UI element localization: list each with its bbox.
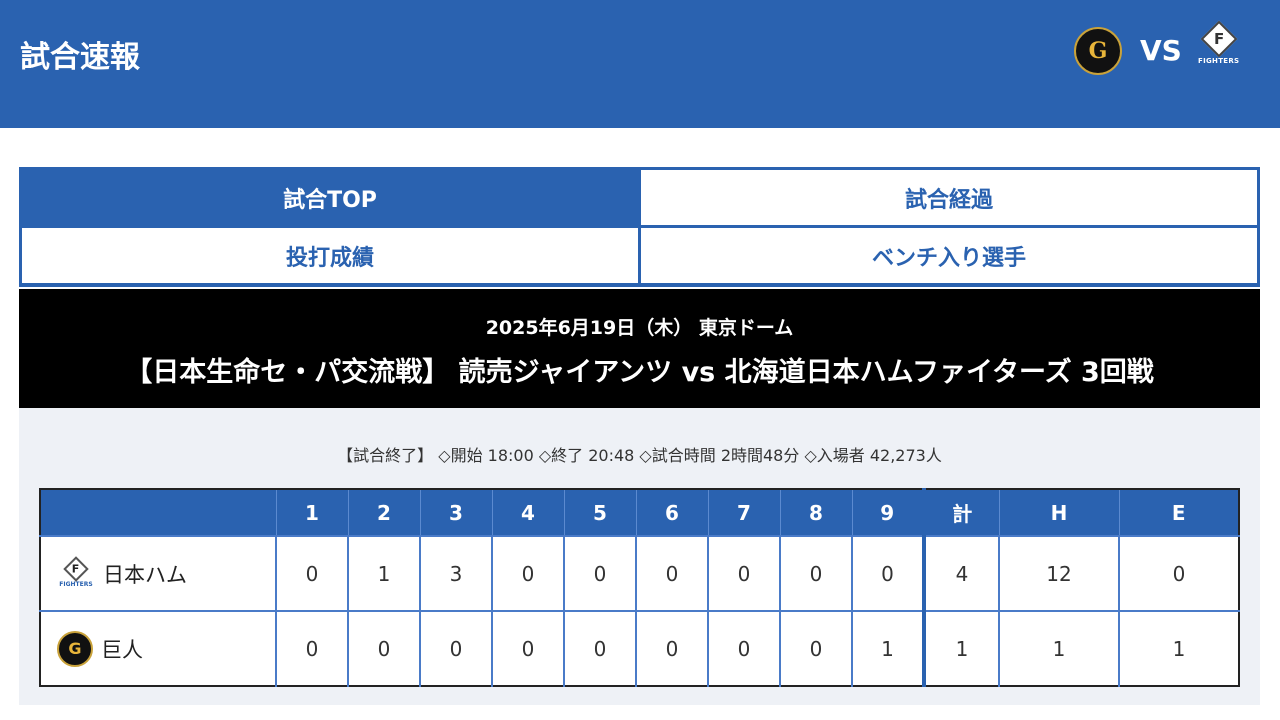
tab-batting-pitching-stats[interactable]: 投打成績	[22, 228, 638, 283]
score-cell: 0	[779, 610, 852, 686]
tab-game-top[interactable]: 試合TOP	[22, 170, 638, 225]
team-header	[40, 489, 276, 536]
fighters-logo-icon: F FIGHTERS	[1198, 20, 1239, 65]
header-inning-6: 6	[635, 489, 708, 536]
giants-logo-icon: G	[1074, 27, 1122, 75]
table-row: F FIGHTERS 日本ハム 0 1 3 0 0 0 0 0 0 4 12 0	[40, 535, 1239, 611]
header-inning-7: 7	[707, 489, 780, 536]
team-name: 日本ハム	[103, 562, 187, 587]
score-cell: 1	[851, 610, 924, 686]
score-cell: 0	[779, 535, 852, 611]
score-cell: 12	[998, 535, 1119, 611]
score-cell: 0	[707, 535, 780, 611]
header-inning-1: 1	[275, 489, 348, 536]
score-cell: 0	[635, 535, 708, 611]
score-cell: 3	[419, 535, 492, 611]
score-cell: 0	[275, 535, 348, 611]
score-cell: 0	[275, 610, 348, 686]
score-cell: 0	[491, 610, 564, 686]
score-cell: 1	[347, 535, 420, 611]
team-name: 巨人	[101, 637, 143, 662]
table-row: G 巨人 0 0 0 0 0 0 0 0 1 1 1 1	[40, 610, 1239, 686]
score-cell: 0	[419, 610, 492, 686]
game-status: 【試合終了】 ◇開始 18:00 ◇終了 20:48 ◇試合時間 2時間48分 …	[337, 446, 942, 465]
score-cell: 0	[347, 610, 420, 686]
score-cell: 4	[922, 535, 999, 611]
header-inning-8: 8	[779, 489, 852, 536]
team-cell: F FIGHTERS 日本ハム	[40, 535, 276, 611]
score-cell: 0	[491, 535, 564, 611]
game-title: 【日本生命セ・パ交流戦】 読売ジャイアンツ vs 北海道日本ハムファイターズ 3…	[125, 357, 1154, 388]
game-date-venue: 2025年6月19日（木） 東京ドーム	[485, 317, 794, 339]
score-cell: 0	[851, 535, 924, 611]
header-total: 計	[922, 489, 999, 536]
vs-label: VS	[1140, 34, 1182, 67]
score-cell: 0	[707, 610, 780, 686]
score-cell: 1	[998, 610, 1119, 686]
page-title: 試合速報	[20, 40, 140, 75]
header-inning-5: 5	[563, 489, 636, 536]
team-cell: G 巨人	[40, 610, 276, 686]
score-cell: 1	[922, 610, 999, 686]
header-inning-2: 2	[347, 489, 420, 536]
score-cell: 1	[1118, 610, 1239, 686]
game-banner: 2025年6月19日（木） 東京ドーム 【日本生命セ・パ交流戦】 読売ジャイアン…	[19, 289, 1260, 408]
score-cell: 0	[1118, 535, 1239, 611]
header-errors: E	[1118, 489, 1239, 536]
fighters-logo-icon: F FIGHTERS	[57, 555, 95, 588]
scoreboard-section: 【試合終了】 ◇開始 18:00 ◇終了 20:48 ◇試合時間 2時間48分 …	[19, 408, 1260, 705]
header-inning-4: 4	[491, 489, 564, 536]
score-cell: 0	[563, 535, 636, 611]
score-cell: 0	[563, 610, 636, 686]
score-cell: 0	[635, 610, 708, 686]
tab-game-progress[interactable]: 試合経過	[641, 170, 1257, 225]
tab-bench-players[interactable]: ベンチ入り選手	[641, 228, 1257, 283]
game-tabs: 試合TOP 試合経過 投打成績 ベンチ入り選手	[19, 167, 1260, 287]
header-hits: H	[998, 489, 1119, 536]
giants-logo-icon: G	[57, 630, 93, 667]
header-inning-3: 3	[419, 489, 492, 536]
app-header: 試合速報 G VS F FIGHTERS	[0, 0, 1280, 128]
header-inning-9: 9	[851, 489, 924, 536]
